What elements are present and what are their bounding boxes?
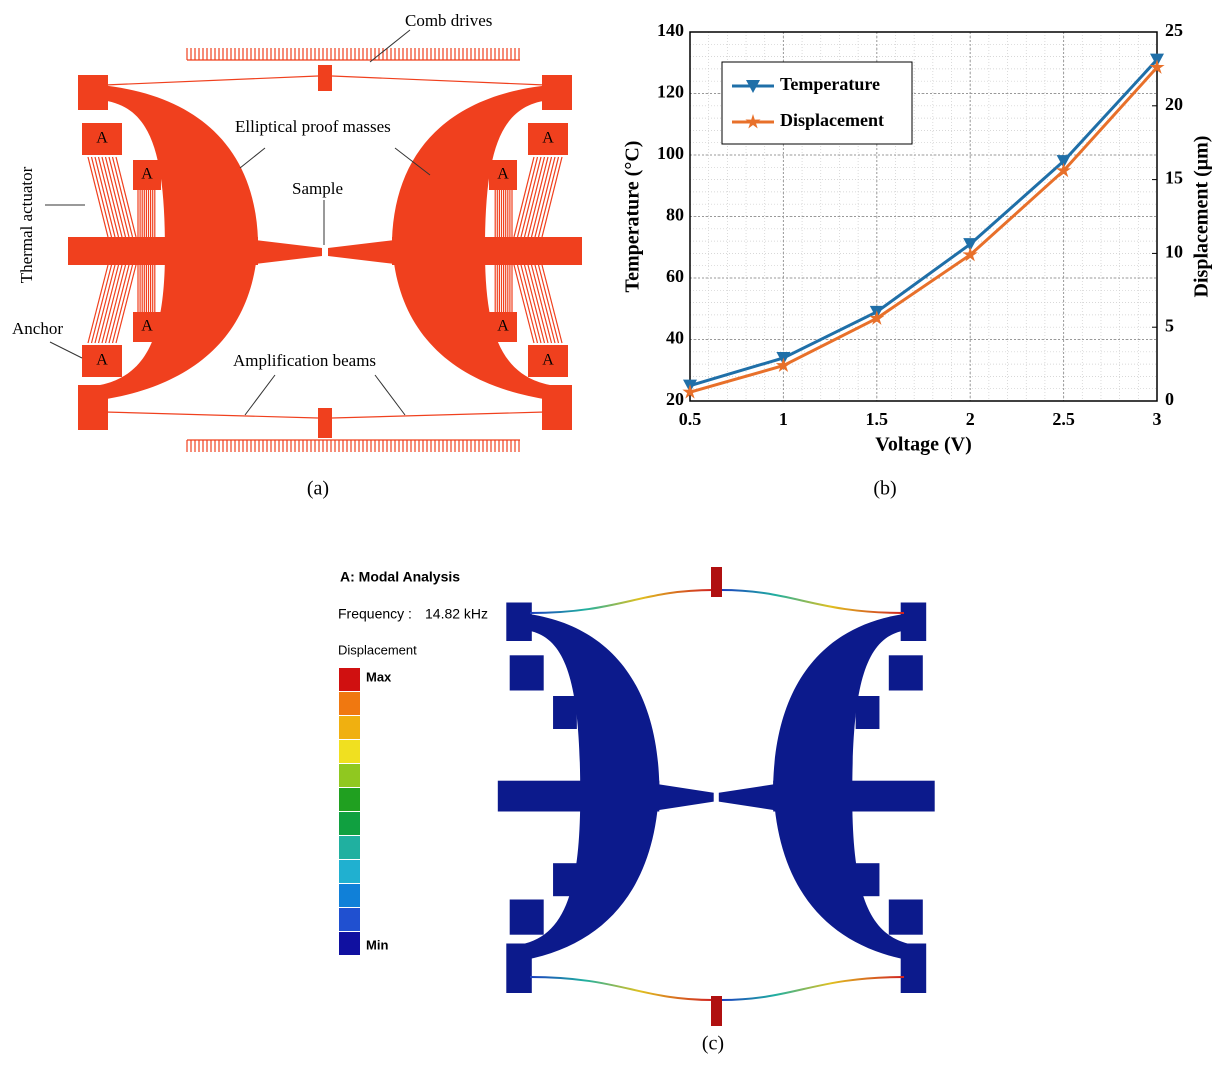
max-label: Max <box>366 669 392 684</box>
y-tick-label: 100 <box>657 143 684 163</box>
legend-label: Displacement <box>780 110 884 130</box>
color-step <box>339 740 360 763</box>
color-step <box>339 764 360 787</box>
color-step <box>339 716 360 739</box>
color-step <box>339 812 360 835</box>
color-step <box>339 788 360 811</box>
post <box>711 567 722 597</box>
x-tick-label: 1 <box>779 409 788 429</box>
y-axis-label: Temperature (°C) <box>622 141 644 293</box>
legend-title: Displacement <box>338 642 417 657</box>
x-tick-label: 1.5 <box>866 409 889 429</box>
color-step <box>339 692 360 715</box>
y-tick-label: 60 <box>666 266 684 286</box>
anchor-mark: A <box>141 166 153 183</box>
colorbar <box>339 668 360 955</box>
color-step <box>339 836 360 859</box>
device <box>498 603 935 994</box>
y-tick-label: 80 <box>666 205 684 225</box>
y-tick-label: 20 <box>666 389 684 409</box>
label: Elliptical proof masses <box>235 117 391 136</box>
y2-tick-label: 10 <box>1165 242 1183 262</box>
color-step <box>339 884 360 907</box>
anchor-mark: A <box>497 318 509 335</box>
title: A: Modal Analysis <box>340 569 460 585</box>
y2-tick-label: 5 <box>1165 315 1174 335</box>
color-step <box>339 932 360 955</box>
x-tick-label: 3 <box>1153 409 1162 429</box>
caption: (c) <box>702 1033 724 1055</box>
color-step <box>339 860 360 883</box>
figure: Comb drives Elliptical proof masses Samp… <box>0 0 1217 1065</box>
chart: 0.5 1 1.5 2 2.5 3 20 40 60 80 100 120 140 0 5 10 15 20 25 V… <box>622 20 1213 499</box>
y2-tick-label: 20 <box>1165 94 1183 114</box>
caption: (a) <box>307 478 329 500</box>
label: Amplification beams <box>233 351 376 370</box>
frequency: 14.82 kHz <box>425 606 488 622</box>
y2-tick-label: 25 <box>1165 20 1183 40</box>
panel-a: Comb drives Elliptical proof masses Samp… <box>12 11 582 500</box>
y-tick-label: 40 <box>666 328 684 348</box>
anchor-mark: A <box>141 318 153 335</box>
legend-label: Temperature <box>780 74 880 94</box>
anchor-mark: A <box>542 352 554 369</box>
color-step <box>339 908 360 931</box>
label: Sample <box>292 179 343 198</box>
color-step <box>339 668 360 691</box>
y2-axis-label: Displacement (μm) <box>1191 136 1213 298</box>
y2-tick-label: 0 <box>1165 389 1174 409</box>
y-tick-label: 120 <box>657 82 684 102</box>
label: Comb drives <box>405 11 492 30</box>
anchor-mark: A <box>497 166 509 183</box>
anchor-mark: A <box>542 130 554 147</box>
anchor-mark: A <box>96 352 108 369</box>
panel-c: A: Modal Analysis Frequency : 14.82 kHz … <box>338 567 935 1055</box>
x-tick-label: 2 <box>966 409 975 429</box>
post <box>711 996 722 1026</box>
x-tick-label: 0.5 <box>679 409 702 429</box>
frequency-label: Frequency : <box>338 606 412 622</box>
min-label: Min <box>366 937 388 952</box>
caption: (b) <box>873 478 896 500</box>
y-tick-label: 140 <box>657 20 684 40</box>
label: Thermal actuator <box>17 166 36 283</box>
anchor-mark: A <box>96 130 108 147</box>
x-tick-label: 2.5 <box>1052 409 1075 429</box>
y2-tick-label: 15 <box>1165 168 1183 188</box>
x-axis-label: Voltage (V) <box>875 434 971 456</box>
label: Anchor <box>12 319 63 338</box>
